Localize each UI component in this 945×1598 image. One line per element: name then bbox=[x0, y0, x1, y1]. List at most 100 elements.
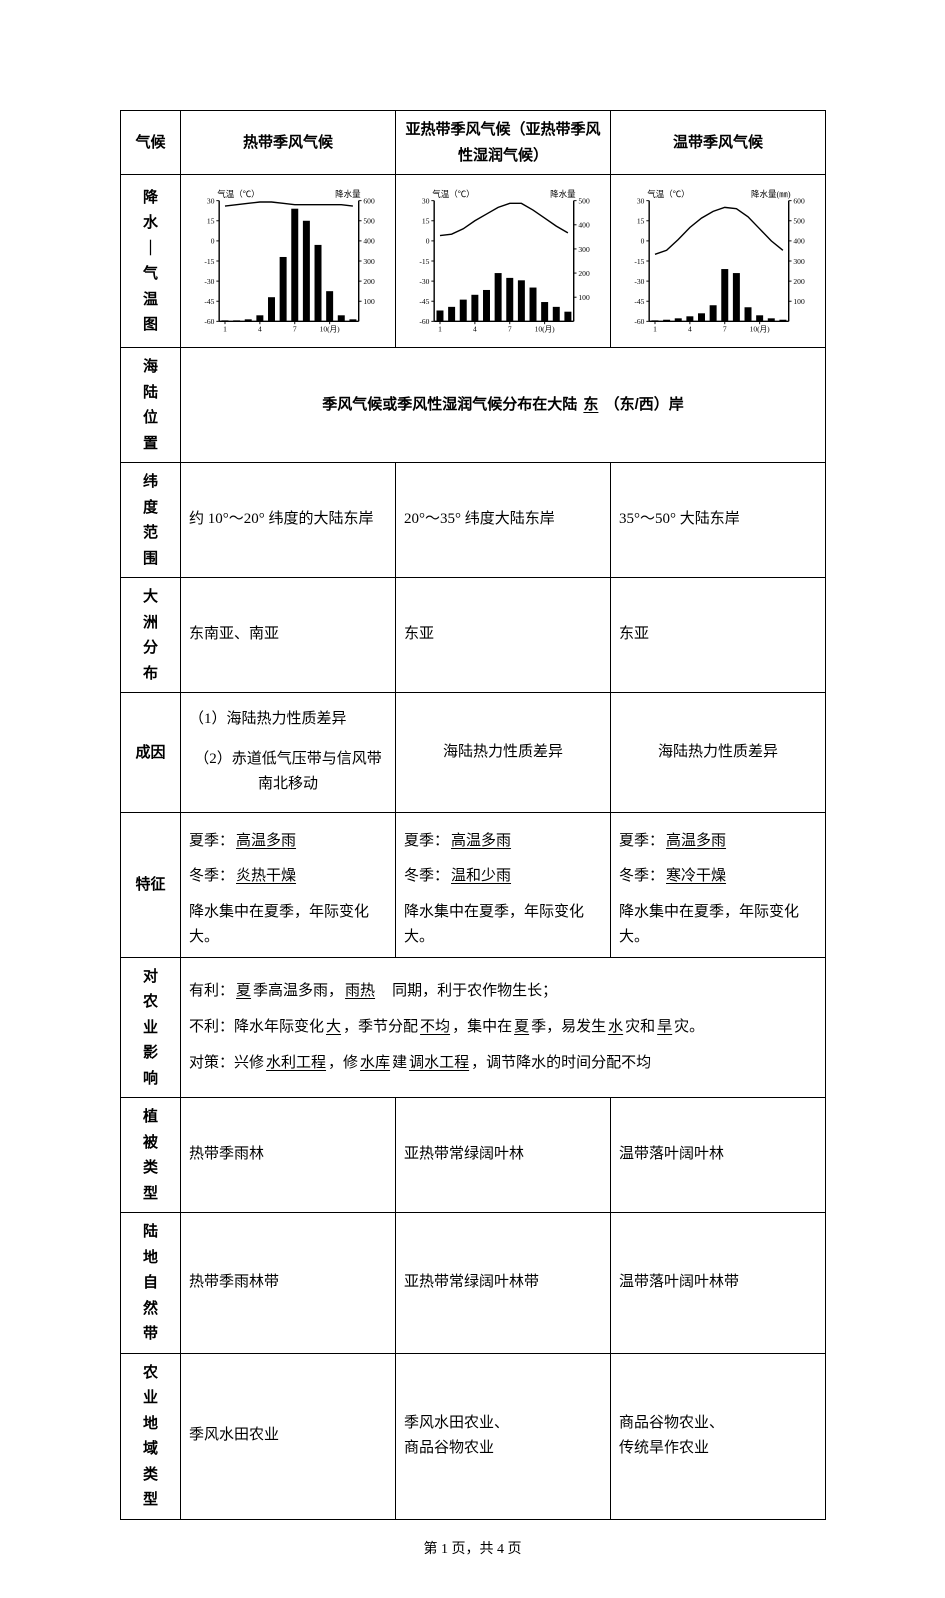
svg-text:400: 400 bbox=[793, 237, 805, 246]
svg-text:7: 7 bbox=[723, 325, 727, 334]
veg-c3: 温带落叶阔叶林 bbox=[611, 1098, 826, 1213]
svg-text:-15: -15 bbox=[634, 257, 644, 266]
svg-text:300: 300 bbox=[793, 257, 805, 266]
svg-text:-45: -45 bbox=[204, 297, 214, 306]
svg-text:-60: -60 bbox=[204, 317, 214, 326]
svg-text:400: 400 bbox=[363, 237, 375, 246]
row-label-veg: 植被类型 bbox=[121, 1098, 181, 1213]
svg-text:400: 400 bbox=[578, 221, 590, 230]
svg-text:-30: -30 bbox=[634, 277, 644, 286]
svg-text:气温（℃）: 气温（℃） bbox=[432, 189, 474, 199]
svg-text:-15: -15 bbox=[419, 257, 429, 266]
climate-comparison-table: 气候 热带季风气候 亚热带季风气候（亚热带季风性湿润气候） 温带季风气候 降水｜… bbox=[120, 110, 826, 1520]
svg-text:气温（℃）: 气温（℃） bbox=[217, 189, 259, 199]
veg-c1: 热带季雨林 bbox=[181, 1098, 396, 1213]
agri-text: 有利：夏季高温多雨，雨热 同期，利于农作物生长； 不利：降水年际变化大，季节分配… bbox=[181, 957, 826, 1098]
svg-text:15: 15 bbox=[207, 217, 215, 226]
row-label-sealand: 海陆位置 bbox=[121, 348, 181, 463]
svg-text:10(月): 10(月) bbox=[535, 325, 556, 334]
sealand-post: （东/西）岸 bbox=[605, 396, 684, 413]
row-label-features: 特征 bbox=[121, 812, 181, 957]
cont-c1: 东南亚、南亚 bbox=[181, 578, 396, 693]
svg-text:-60: -60 bbox=[419, 317, 429, 326]
svg-text:4: 4 bbox=[688, 325, 692, 334]
feat-common-1: 降水集中在夏季，年际变化大。 bbox=[189, 900, 387, 951]
svg-text:4: 4 bbox=[473, 325, 477, 334]
svg-text:500: 500 bbox=[363, 217, 375, 226]
svg-text:15: 15 bbox=[637, 217, 645, 226]
svg-text:15: 15 bbox=[422, 217, 430, 226]
svg-text:100: 100 bbox=[363, 297, 375, 306]
sealand-blank: 东 bbox=[581, 396, 600, 413]
svg-text:100: 100 bbox=[578, 293, 590, 302]
svg-text:降水量: 降水量 bbox=[335, 189, 361, 199]
svg-text:100: 100 bbox=[793, 297, 805, 306]
svg-text:1: 1 bbox=[438, 325, 442, 334]
svg-text:600: 600 bbox=[363, 196, 375, 205]
chart-tropical: 30150-15-30-45-6060050040030020010014710… bbox=[181, 175, 396, 348]
svg-text:30: 30 bbox=[637, 196, 645, 205]
col-header-tropical: 热带季风气候 bbox=[181, 111, 396, 175]
col-header-temperate: 温带季风气候 bbox=[611, 111, 826, 175]
svg-text:-30: -30 bbox=[419, 277, 429, 286]
cause-c2: 海陆热力性质差异 bbox=[396, 693, 611, 813]
lat-c2: 20°～35° 纬度大陆东岸 bbox=[396, 463, 611, 578]
row-label-agtype: 农业地域类型 bbox=[121, 1353, 181, 1519]
svg-text:0: 0 bbox=[641, 237, 645, 246]
zone-c1: 热带季雨林带 bbox=[181, 1213, 396, 1354]
row-label-zone: 陆地自然带 bbox=[121, 1213, 181, 1354]
cont-c3: 东亚 bbox=[611, 578, 826, 693]
svg-text:10(月): 10(月) bbox=[750, 325, 771, 334]
agtype-c1: 季风水田农业 bbox=[181, 1353, 396, 1519]
row-label-cause: 成因 bbox=[121, 693, 181, 813]
svg-text:1: 1 bbox=[653, 325, 657, 334]
cause-c1: （1）海陆热力性质差异 （2）赤道低气压带与信风带南北移动 bbox=[181, 693, 396, 813]
lat-c1: 约 10°～20° 纬度的大陆东岸 bbox=[181, 463, 396, 578]
svg-text:300: 300 bbox=[578, 245, 590, 254]
sealand-text: 季风气候或季风性湿润气候分布在大陆 东 （东/西）岸 bbox=[181, 348, 826, 463]
svg-text:-45: -45 bbox=[634, 297, 644, 306]
chart-subtropical: 30 15 0 -15 -30 -45 -60 500 400 300 200 100 1 4 7 10(月)… bbox=[396, 175, 611, 348]
feat-common-2: 降水集中在夏季，年际变化大。 bbox=[404, 900, 602, 951]
svg-text:4: 4 bbox=[258, 325, 262, 334]
svg-text:200: 200 bbox=[793, 277, 805, 286]
feat-common-3: 降水集中在夏季，年际变化大。 bbox=[619, 900, 817, 951]
svg-text:7: 7 bbox=[508, 325, 512, 334]
svg-text:200: 200 bbox=[363, 277, 375, 286]
cause-c1-l2: （2）赤道低气压带与信风带南北移动 bbox=[189, 747, 387, 798]
cause-c3: 海陆热力性质差异 bbox=[611, 693, 826, 813]
svg-text:0: 0 bbox=[211, 237, 215, 246]
svg-text:0: 0 bbox=[426, 237, 430, 246]
svg-text:10(月): 10(月) bbox=[320, 325, 341, 334]
zone-c3: 温带落叶阔叶林带 bbox=[611, 1213, 826, 1354]
svg-text:-60: -60 bbox=[634, 317, 644, 326]
feat-c2: 夏季：高温多雨 冬季：温和少雨 降水集中在夏季，年际变化大。 bbox=[396, 812, 611, 957]
row-label-climate: 气候 bbox=[121, 111, 181, 175]
svg-text:-15: -15 bbox=[204, 257, 214, 266]
svg-text:500: 500 bbox=[793, 217, 805, 226]
veg-c2: 亚热带常绿阔叶林 bbox=[396, 1098, 611, 1213]
svg-text:30: 30 bbox=[422, 196, 430, 205]
svg-text:200: 200 bbox=[578, 269, 590, 278]
col-header-subtropical: 亚热带季风气候（亚热带季风性湿润气候） bbox=[396, 111, 611, 175]
svg-text:1: 1 bbox=[223, 325, 227, 334]
svg-text:600: 600 bbox=[793, 196, 805, 205]
agtype-c3: 商品谷物农业、 传统旱作农业 bbox=[611, 1353, 826, 1519]
feat-c3: 夏季：高温多雨 冬季：寒冷干燥 降水集中在夏季，年际变化大。 bbox=[611, 812, 826, 957]
svg-text:-30: -30 bbox=[204, 277, 214, 286]
row-label-agri: 对农业影响 bbox=[121, 957, 181, 1098]
svg-text:500: 500 bbox=[578, 196, 590, 205]
page-footer: 第 1 页，共 4 页 bbox=[120, 1538, 825, 1558]
sealand-pre: 季风气候或季风性湿润气候分布在大陆 bbox=[322, 396, 577, 413]
feat-c1: 夏季：高温多雨 冬季：炎热干燥 降水集中在夏季，年际变化大。 bbox=[181, 812, 396, 957]
lat-c3: 35°～50° 大陆东岸 bbox=[611, 463, 826, 578]
row-label-latitude: 纬度范围 bbox=[121, 463, 181, 578]
svg-text:-45: -45 bbox=[419, 297, 429, 306]
svg-text:降水量(㎜): 降水量(㎜) bbox=[751, 189, 791, 199]
agtype-c2: 季风水田农业、 商品谷物农业 bbox=[396, 1353, 611, 1519]
cont-c2: 东亚 bbox=[396, 578, 611, 693]
svg-text:7: 7 bbox=[293, 325, 297, 334]
chart-temperate: 30 15 0 -15 -30 -45 -60 600 500 400 300 200 100 1 4 7 10… bbox=[611, 175, 826, 348]
svg-text:降水量: 降水量 bbox=[550, 189, 576, 199]
cause-c1-l1: （1）海陆热力性质差异 bbox=[189, 707, 387, 733]
